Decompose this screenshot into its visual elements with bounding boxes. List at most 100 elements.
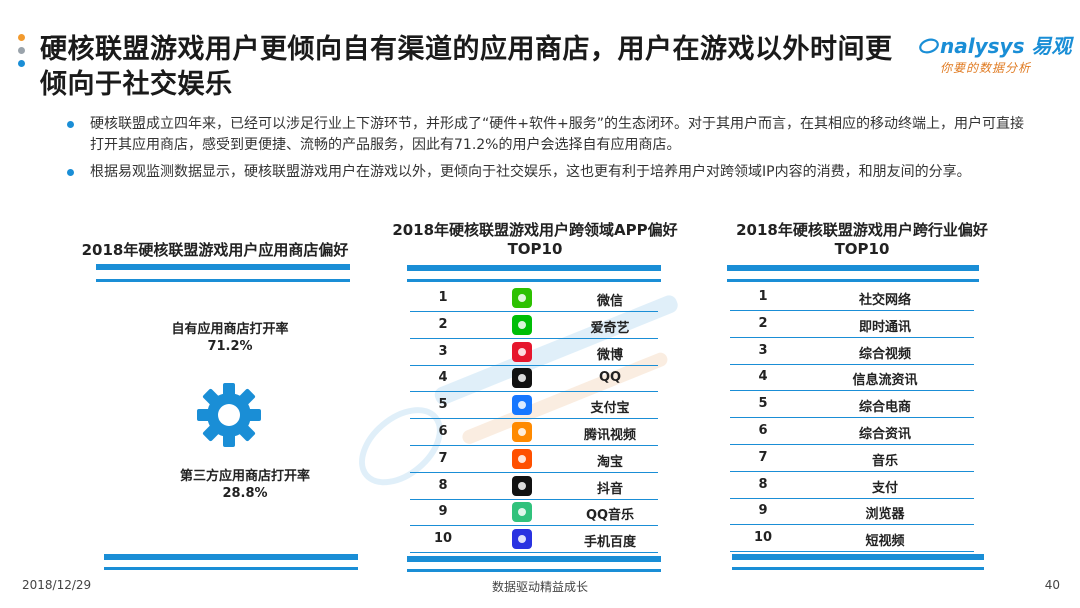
rank-number: 9 xyxy=(438,504,448,520)
table-row: 8 支付 xyxy=(730,472,974,499)
industry-preference-title-line2: TOP10 xyxy=(834,240,890,258)
table-row: 1 社交网络 xyxy=(730,284,974,311)
bullet-dot-icon xyxy=(67,169,74,176)
ranking-name: 抖音 xyxy=(596,481,623,497)
rank-number: 2 xyxy=(438,316,448,332)
panel3-bottom-rule xyxy=(732,567,984,570)
industry-preference-title-line1: 2018年硬核联盟游戏用户跨行业偏好 xyxy=(736,221,988,239)
rank-number: 2 xyxy=(758,315,768,331)
table-row: 5 支付宝 xyxy=(410,392,658,420)
ranking-name: 淘宝 xyxy=(596,454,623,470)
app-preference-title-line2: TOP10 xyxy=(507,240,563,258)
app-preference-title-line1: 2018年硬核联盟游戏用户跨领域APP偏好 xyxy=(392,221,678,239)
ranking-name: 腾讯视频 xyxy=(583,428,636,443)
app-preference-title: 2018年硬核联盟游戏用户跨领域APP偏好 TOP10 xyxy=(380,221,690,259)
qq-music-icon xyxy=(512,502,532,523)
table-row: 3 综合视频 xyxy=(730,338,974,365)
industry-preference-title: 2018年硬核联盟游戏用户跨行业偏好 TOP10 xyxy=(712,221,1012,259)
panel2-top-rule xyxy=(407,279,661,282)
ranking-name: 手机百度 xyxy=(583,535,636,551)
footer-slogan: 数据驱动精益成长 xyxy=(491,580,588,594)
wechat-icon xyxy=(512,288,532,308)
bullet-text: 硬核联盟成立四年来，已经可以涉足行业上下游环节，并形成了“硬件+软件+服务”的生… xyxy=(90,116,1024,153)
panel1-bottom-bar xyxy=(104,554,358,560)
rank-number: 10 xyxy=(433,531,453,547)
ranking-name: QQ音乐 xyxy=(585,508,635,524)
orange-dot-icon xyxy=(18,34,25,41)
panel1-top-bar xyxy=(96,264,350,270)
rank-number: 8 xyxy=(758,476,768,492)
table-row: 4 QQ xyxy=(410,365,658,393)
alipay-icon xyxy=(512,395,532,416)
table-row: 3 微博 xyxy=(410,339,658,366)
table-row: 7 音乐 xyxy=(730,445,974,472)
table-row: 9 浏览器 xyxy=(730,498,974,526)
panel2-bottom-rule xyxy=(407,569,661,572)
table-row: 7 淘宝 xyxy=(410,446,658,473)
ranking-name: 爱奇艺 xyxy=(590,320,630,336)
ranking-name: 信息流资讯 xyxy=(852,373,918,389)
panel1-bottom-rule xyxy=(104,567,358,570)
ranking-name: 综合电商 xyxy=(858,400,911,416)
ranking-name: 音乐 xyxy=(871,453,898,469)
rank-number: 7 xyxy=(758,449,768,465)
table-row: 8 抖音 xyxy=(410,473,658,500)
rank-number: 8 xyxy=(438,477,448,493)
ranking-name: 支付 xyxy=(871,480,898,496)
ranking-name: 综合视频 xyxy=(858,346,911,362)
ranking-name: 短视频 xyxy=(865,534,905,550)
baidu-icon xyxy=(512,529,532,550)
watermark-logo xyxy=(304,209,776,570)
rank-number: 6 xyxy=(758,423,768,438)
panel3-top-rule xyxy=(727,279,979,282)
page-number: 40 xyxy=(1044,578,1060,592)
panel1-top-rule xyxy=(96,279,350,282)
page-title: 硬核联盟游戏用户更倾向自有渠道的应用商店，用户在游戏以外时间更倾向于社交娱乐 xyxy=(40,34,893,100)
ranking-name: 即时通讯 xyxy=(858,319,911,335)
rank-number: 1 xyxy=(438,290,448,305)
weibo-icon xyxy=(512,341,532,362)
panel2-bottom-bar xyxy=(407,556,661,562)
gear-icon xyxy=(194,380,264,450)
analysys-logo: nalysys 易观 你要的数据分析 xyxy=(918,30,1072,76)
store-preference-title: 2018年硬核联盟游戏用户应用商店偏好 xyxy=(81,241,349,259)
panel2-top-bar xyxy=(407,265,661,271)
ranking-name: QQ xyxy=(598,370,622,386)
own-store-label: 自有应用商店打开率 xyxy=(171,322,289,337)
bullet-list: 硬核联盟成立四年来，已经可以涉足行业上下游环节，并形成了“硬件+软件+服务”的生… xyxy=(64,114,1034,189)
logo-tagline: 你要的数据分析 xyxy=(940,61,1032,75)
panel3-bottom-bar xyxy=(732,554,984,560)
douyin-icon xyxy=(512,475,532,496)
rank-number: 6 xyxy=(438,424,448,439)
ranking-name: 社交网络 xyxy=(858,293,911,308)
gray-dot-icon xyxy=(18,47,25,54)
logo-brand-latin: nalysys xyxy=(940,34,1025,58)
table-row: 6 综合资讯 xyxy=(730,418,974,445)
logo-swoosh-icon xyxy=(919,38,939,54)
table-row: 4 信息流资讯 xyxy=(730,364,974,392)
table-row: 10 手机百度 xyxy=(410,526,658,554)
panel3-top-bar xyxy=(727,265,979,271)
rank-number: 4 xyxy=(758,369,768,385)
own-store-value: 71.2% xyxy=(207,339,253,354)
taobao-icon xyxy=(512,448,532,469)
bullet-text: 根据易观监测数据显示，硬核联盟游戏用户在游戏以外，更倾向于社交娱乐，这也更有利于… xyxy=(90,164,971,180)
rank-number: 5 xyxy=(758,396,768,412)
tencent-video-icon xyxy=(512,422,532,442)
rank-number: 10 xyxy=(753,530,773,546)
footer-date: 2018/12/29 xyxy=(22,578,92,592)
ranking-name: 微博 xyxy=(596,347,623,363)
logo-brand-cn: 易观 xyxy=(1031,34,1072,58)
third-party-store-value: 28.8% xyxy=(222,486,268,501)
bullet-item: 硬核联盟成立四年来，已经可以涉足行业上下游环节，并形成了“硬件+软件+服务”的生… xyxy=(64,114,1034,156)
iqiyi-icon xyxy=(512,314,532,335)
third-party-store-label: 第三方应用商店打开率 xyxy=(179,469,310,484)
table-row: 5 综合电商 xyxy=(730,391,974,419)
rank-number: 5 xyxy=(438,397,448,413)
table-row: 1 微信 xyxy=(410,285,658,312)
table-row: 9 QQ音乐 xyxy=(410,499,658,527)
blue-dot-icon xyxy=(18,60,25,67)
ranking-name: 浏览器 xyxy=(865,507,905,523)
rank-number: 9 xyxy=(758,503,768,519)
title-bullet-dots xyxy=(18,34,28,78)
